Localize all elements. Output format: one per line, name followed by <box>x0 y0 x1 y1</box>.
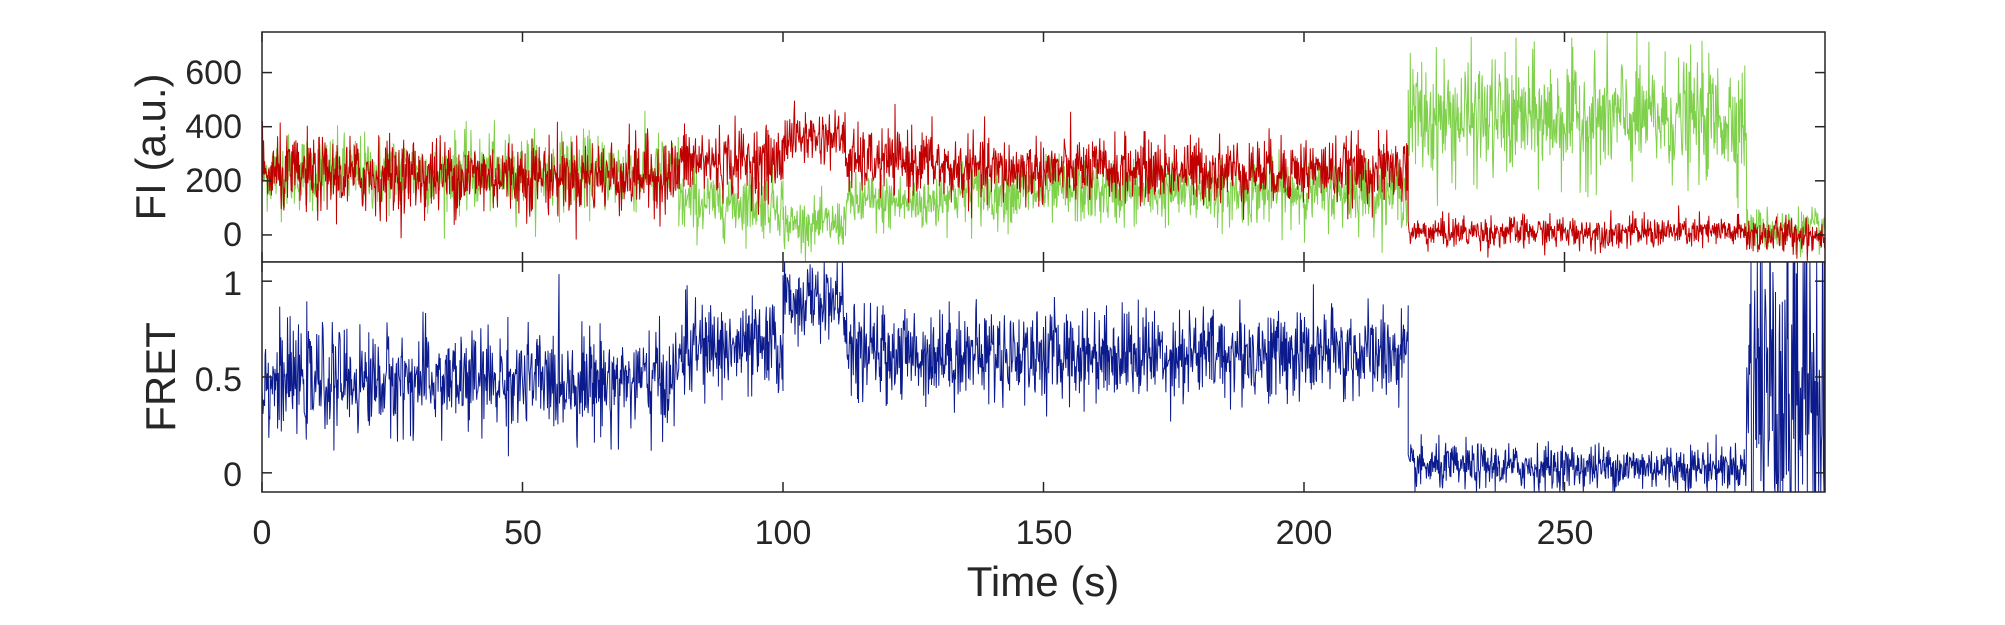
xtick-label-50: 50 <box>504 514 542 552</box>
xtick-label-0: 0 <box>253 514 272 552</box>
bottom-ytick-label-0: 0 <box>223 456 242 494</box>
bottom-series-group <box>261 261 1825 493</box>
top-ytick-label-200: 200 <box>185 162 242 200</box>
top-ytick-label-0: 0 <box>223 216 242 254</box>
xtick-label-100: 100 <box>755 514 812 552</box>
xtick-label-150: 150 <box>1016 514 1073 552</box>
top-series-group <box>261 31 1825 263</box>
bottom-series-line-0 <box>261 261 1825 493</box>
bottom-ticks <box>261 262 1825 492</box>
top-ylabel: FI (a.u.) <box>127 73 174 220</box>
bottom-panel: 0 0.5 1 FRET 0 50 100 150 200 250 Time (… <box>137 261 1826 605</box>
top-ticks <box>261 32 1825 262</box>
top-plot-area <box>262 32 1825 262</box>
bottom-ytick-label-1: 1 <box>223 265 242 303</box>
top-series-line-1 <box>261 100 1825 261</box>
xlabel: Time (s) <box>967 558 1119 605</box>
top-ytick-label-400: 400 <box>185 108 242 146</box>
xtick-label-250: 250 <box>1537 514 1594 552</box>
top-panel: 0 200 400 600 FI (a.u.) <box>127 31 1826 263</box>
bottom-ytick-label-0.5: 0.5 <box>195 361 242 399</box>
bottom-ylabel: FRET <box>137 322 184 432</box>
xtick-label-200: 200 <box>1276 514 1333 552</box>
top-ytick-label-600: 600 <box>185 54 242 92</box>
